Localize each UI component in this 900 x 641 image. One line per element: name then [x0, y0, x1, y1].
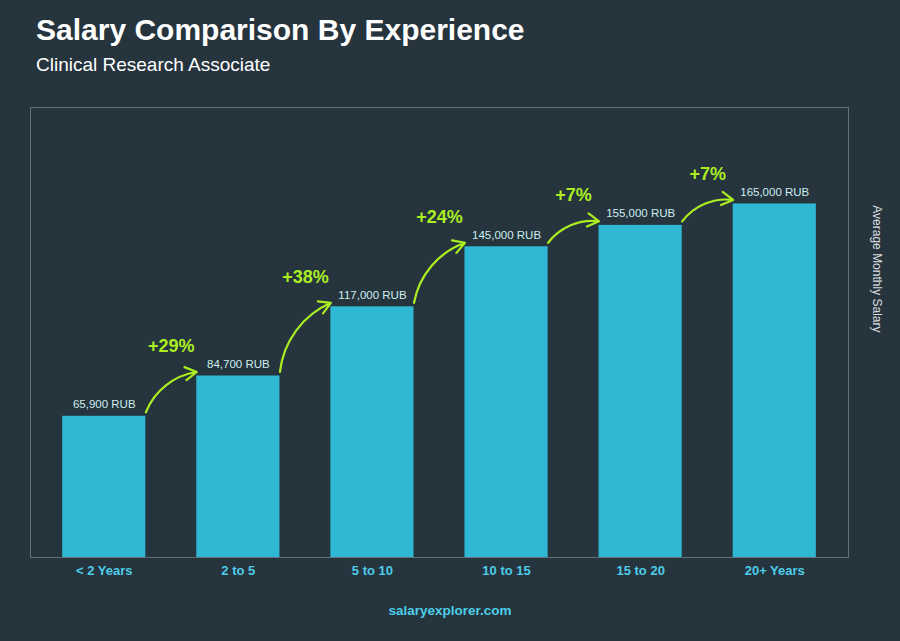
svg-text:155,000 RUB: 155,000 RUB: [606, 207, 675, 219]
svg-text:65,900 RUB: 65,900 RUB: [73, 398, 136, 410]
svg-text:< 2 Years: < 2 Years: [76, 563, 133, 578]
svg-text:2 to 5: 2 to 5: [221, 563, 255, 578]
svg-text:15 to 20: 15 to 20: [616, 563, 664, 578]
svg-text:+24%: +24%: [416, 207, 463, 227]
svg-text:+7%: +7%: [555, 185, 592, 205]
html-text:Clinical Research Associate: Clinical Research Associate: [36, 54, 271, 75]
svg-text:+7%: +7%: [689, 164, 726, 184]
svg-text:84,700 RUB: 84,700 RUB: [207, 358, 270, 370]
svg-text:Average Monthly Salary: Average Monthly Salary: [870, 205, 884, 332]
svg-text:5 to 10: 5 to 10: [352, 563, 393, 578]
svg-text:117,000 RUB: 117,000 RUB: [338, 289, 407, 301]
html-text:Salary Comparison By Experienc: Salary Comparison By Experience: [36, 13, 525, 46]
svg-text:165,000 RUB: 165,000 RUB: [740, 186, 809, 198]
svg-text:10 to 15: 10 to 15: [482, 563, 530, 578]
svg-text:+38%: +38%: [282, 267, 329, 287]
svg-text:+29%: +29%: [148, 336, 195, 356]
html-text:salaryexplorer.com: salaryexplorer.com: [388, 603, 512, 618]
svg-text:145,000 RUB: 145,000 RUB: [472, 229, 541, 241]
svg-text:20+ Years: 20+ Years: [745, 563, 805, 578]
